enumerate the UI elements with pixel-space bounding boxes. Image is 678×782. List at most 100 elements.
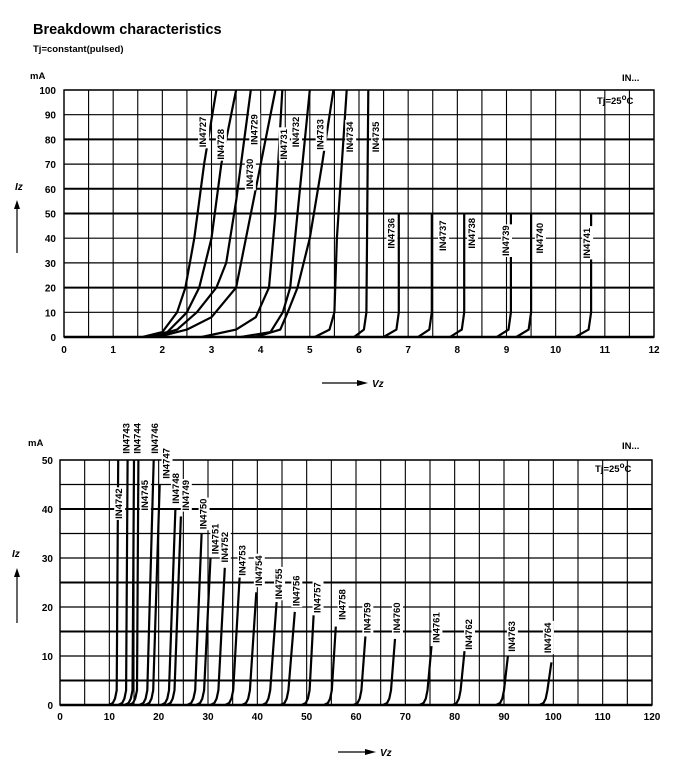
curve-in4745 [128,459,140,706]
curve-in4747 [144,484,161,706]
x-axis-label: Vz [380,748,392,759]
figure-title: Breakdowm characteristics [33,22,222,38]
x-tick-label: 50 [301,712,313,723]
series-label-in4727: IN4727 [198,115,210,149]
series-label-text: IN4728 [216,129,227,160]
x-tick-label: 11 [600,345,611,356]
x-tick-label: 9 [504,345,510,356]
label-background [121,422,133,455]
arrow-up-icon [14,200,20,209]
label-background [467,216,479,250]
x-tick-label: 10 [104,712,116,723]
curve-in4730 [157,89,277,339]
label-background [215,128,227,161]
series-label-in4740: IN4740 [534,221,546,255]
label-background [534,221,546,255]
label-background [542,620,554,655]
curve-in4746 [138,459,155,706]
curve-in4757 [301,615,315,706]
y-unit-label: mA [28,438,43,449]
y-tick-label: 90 [45,111,57,122]
series-label-in4730: IN4730 [244,157,256,191]
curve-in4742 [108,459,120,706]
curve-in4739 [496,213,512,338]
series-label-in4759: IN4759 [362,601,374,635]
series-labels: IN4727 IN4728 IN4729 IN4730 IN4731 IN4732 IN47… [198,113,594,260]
series-curves [142,89,593,339]
series-label-in4732: IN4732 [291,115,303,149]
chart-low-voltage: 0 1 2 3 4 5 6 7 8 9 10 11 120102030405060708090100mA… [14,71,660,390]
series-label-text: IN4734 [345,121,356,152]
curve-in4761 [419,646,433,706]
series-label-in4760: IN4760 [391,601,403,635]
y-tick-label: 0 [50,333,56,344]
series-label-text: IN4747 [162,448,173,479]
series-label-text: IN4746 [150,423,161,454]
y-axis-label: Iz [12,549,20,560]
series-label-text: IN4744 [132,422,143,453]
series-label-in4755: IN4755 [274,566,286,601]
x-tick-label: 30 [202,712,214,723]
x-tick-label: 3 [209,345,215,356]
x-tick-label: 12 [648,345,660,356]
label-background [438,219,450,253]
x-tick-label: 60 [350,712,362,723]
curve-in4736 [383,213,400,338]
label-background [114,487,126,520]
series-label-text: IN4753 [238,545,249,576]
x-tick-label: 100 [545,712,562,723]
y-tick-label: 40 [45,234,57,245]
label-background [198,115,210,149]
curve-in4764 [539,662,553,706]
curve-in4727 [142,89,218,339]
curve-in4752 [209,567,226,706]
temperature-annotation: Tj=25oC [597,93,633,107]
series-label-text: IN4761 [431,612,442,643]
y-tick-label: 50 [42,456,54,467]
label-background [139,478,151,512]
series-label-in4743: IN4743 [121,422,133,455]
curve-in4759 [353,636,367,706]
curve-in4750 [186,533,203,706]
series-label-in4756: IN4756 [291,574,303,608]
x-tick-label: 70 [400,712,412,723]
series-label-text: IN4740 [535,223,546,254]
curve-in4733 [255,89,335,339]
annotation-text: Tj=25 [595,464,620,475]
series-label-in4758: IN4758 [337,588,349,621]
curve-in4734 [314,89,348,338]
label-background [386,216,398,250]
series-label-text: IN4738 [467,218,478,249]
annotation-sup: o [620,461,625,470]
series-label-text: IN4751 [210,523,221,554]
series-label-text: IN4755 [274,568,285,599]
series-label-text: IN4762 [464,619,475,650]
annotation-sup: o [622,93,627,102]
curve-in4755 [261,602,278,706]
x-tick-label: 40 [252,712,264,723]
label-background [291,574,303,608]
label-background [237,544,249,577]
label-background [244,157,256,191]
curve-in4749 [166,516,182,706]
series-label-in4741: IN4741 [582,226,594,260]
annotation-unit: C [626,96,633,107]
label-background [132,421,144,455]
series-label-in4744: IN4744 [132,421,144,455]
label-background [219,530,231,564]
y-tick-label: 10 [42,652,54,663]
annotation-unit: C [624,464,631,475]
curve-in4758 [323,626,337,706]
series-label-text: IN4754 [254,555,265,586]
curve-in4743 [117,459,129,706]
arrow-right-icon [357,380,368,386]
x-tick-label: 80 [449,712,461,723]
label-background [506,620,518,653]
x-tick-label: 0 [61,345,67,356]
x-tick-label: 4 [258,345,264,356]
curve-in4737 [417,213,433,338]
series-label-text: IN4748 [171,473,182,504]
y-tick-label: 30 [42,554,54,565]
series-label-text: IN4759 [362,602,373,633]
